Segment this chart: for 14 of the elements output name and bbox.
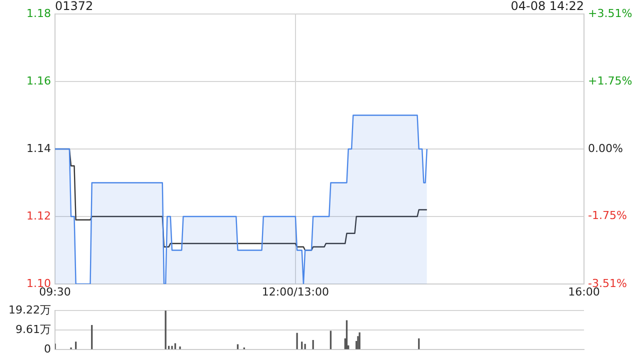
y2-tick-label: +1.75% bbox=[588, 74, 632, 88]
y2-tick-label: -1.75% bbox=[588, 209, 627, 222]
y2-tick-label: +3.51% bbox=[588, 6, 632, 20]
chart-title: 01372 bbox=[55, 0, 94, 14]
y-tick-label: 0 bbox=[44, 342, 51, 356]
y-tick-label: 1.16 bbox=[26, 74, 51, 88]
y-tick-label: 9.61万 bbox=[16, 322, 51, 336]
y-tick-label: 1.14 bbox=[26, 142, 51, 155]
y2-tick-label: 0.00% bbox=[588, 142, 623, 155]
y-tick-label: 19.22万 bbox=[8, 303, 51, 316]
y-tick-label: 1.18 bbox=[26, 6, 51, 20]
x-tick-label: 12:00/13:00 bbox=[262, 285, 330, 298]
text: 04-08 14:22 bbox=[510, 0, 584, 14]
y-tick-label: 1.12 bbox=[26, 209, 51, 222]
